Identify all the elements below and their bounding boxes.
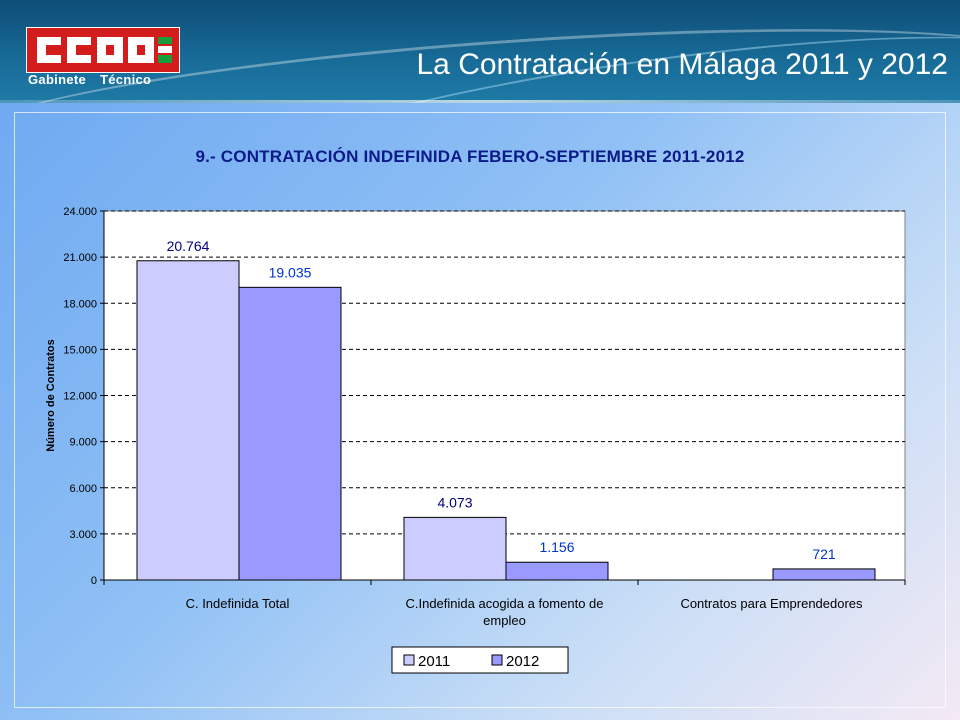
ccoo-logo [26, 27, 180, 73]
x-tick-label: C. Indefinida Total [186, 596, 290, 611]
y-tick-label: 12.000 [63, 391, 97, 403]
y-tick-label: 24.000 [63, 206, 97, 218]
ccoo-logo-mark [37, 37, 172, 63]
logo-subtitle: Gabinete Técnico [28, 72, 178, 87]
y-tick-label: 0 [91, 575, 97, 587]
y-tick-label: 9.000 [69, 437, 97, 449]
y-tick-label: 18.000 [63, 298, 97, 310]
y-tick-label: 21.000 [63, 252, 97, 264]
logo-subtitle-word: Técnico [100, 72, 152, 87]
bar-2011 [136, 260, 240, 581]
legend-swatch [403, 654, 415, 666]
y-axis-label: Número de Contratos [45, 339, 57, 451]
data-label: 721 [812, 546, 836, 562]
chart-title: 9.- CONTRATACIÓN INDEFINIDA FEBERO-SEPTI… [195, 147, 745, 166]
data-label: 19.035 [269, 264, 312, 280]
logo-subtitle-word: Gabinete [28, 72, 87, 87]
y-tick-label: 3.000 [69, 529, 97, 541]
slide-title: La Contratación en Málaga 2011 y 2012 [416, 48, 949, 81]
bar-2012 [772, 568, 876, 581]
bar-2012 [238, 286, 342, 581]
y-tick-label: 15.000 [63, 344, 97, 356]
legend-label: 2011 [418, 653, 450, 670]
legend-swatch [491, 654, 503, 666]
data-label: 20.764 [167, 238, 210, 254]
x-tick-label: Contratos para Emprendedores [680, 596, 863, 611]
data-label: 1.156 [539, 539, 574, 555]
content-panel [14, 112, 946, 708]
x-tick-label: C.Indefinida acogida a fomento de [405, 596, 603, 611]
y-tick-label: 6.000 [69, 483, 97, 495]
bar-2012 [505, 561, 609, 581]
legend-box [391, 646, 569, 674]
header-divider [0, 100, 960, 103]
data-label: 4.073 [437, 494, 472, 510]
bar-2011 [403, 516, 507, 581]
legend-label: 2012 [506, 653, 539, 670]
x-tick-label: empleo [483, 613, 526, 628]
